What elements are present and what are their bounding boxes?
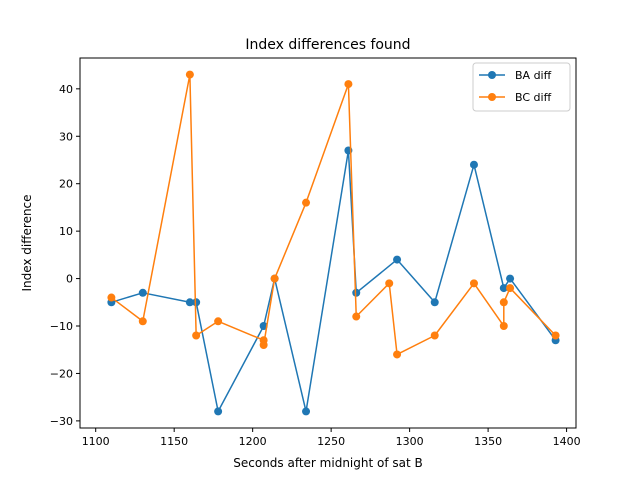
- chart-title: Index differences found: [245, 37, 410, 53]
- y-tick-label: 30: [59, 130, 73, 143]
- data-point: [214, 317, 223, 326]
- data-point: [192, 331, 201, 340]
- data-point: [506, 274, 515, 283]
- legend-item: BC diff: [479, 91, 552, 104]
- data-point: [107, 293, 116, 302]
- data-point: [393, 255, 402, 264]
- data-point: [259, 322, 268, 331]
- plot-area: [107, 70, 560, 416]
- plot-frame: [79, 57, 577, 429]
- series-line: [110, 73, 557, 356]
- x-tick-label: 1100: [82, 435, 110, 448]
- y-axis-label: Index difference: [20, 194, 34, 291]
- x-tick-label: 1300: [396, 435, 424, 448]
- data-point: [138, 317, 147, 326]
- data-point: [499, 322, 508, 331]
- series-0: [107, 146, 560, 416]
- data-point: [344, 80, 353, 89]
- data-point: [499, 284, 508, 293]
- legend-item: BA diff: [479, 69, 552, 82]
- data-point: [214, 407, 223, 416]
- data-point: [430, 331, 439, 340]
- x-tick-label: 1150: [160, 435, 188, 448]
- series-1: [107, 70, 560, 359]
- y-tick-label: 0: [66, 273, 73, 286]
- data-point: [270, 274, 279, 283]
- data-point: [259, 340, 268, 349]
- data-point: [499, 298, 508, 307]
- data-point: [185, 298, 194, 307]
- x-axis: 1100 1150 1200 1250 1300 1350 1400: [82, 428, 581, 448]
- data-point: [430, 298, 439, 307]
- legend: BA diff BC diff: [472, 62, 571, 112]
- y-axis: −30 −20 −10 0 10 20 30 40: [50, 83, 80, 428]
- data-point: [302, 198, 311, 207]
- data-point: [302, 407, 311, 416]
- data-point: [138, 288, 147, 297]
- data-point: [385, 279, 394, 288]
- x-tick-label: 1400: [553, 435, 581, 448]
- legend-label: BA diff: [515, 69, 552, 82]
- y-tick-label: 40: [59, 83, 73, 96]
- x-tick-label: 1200: [239, 435, 267, 448]
- legend-label: BC diff: [515, 91, 552, 104]
- y-tick-label: 20: [59, 178, 73, 191]
- legend-marker: [488, 71, 496, 79]
- x-axis-label: Seconds after midnight of sat B: [233, 456, 423, 470]
- series-line: [111, 149, 557, 413]
- data-point: [192, 298, 201, 307]
- data-point: [469, 279, 478, 288]
- y-tick-label: −30: [50, 415, 73, 428]
- data-point: [352, 312, 361, 321]
- y-tick-label: −20: [50, 367, 73, 380]
- legend-marker: [488, 93, 496, 101]
- y-tick-label: 10: [59, 225, 73, 238]
- data-point: [185, 70, 194, 79]
- data-point: [352, 288, 361, 297]
- data-point: [506, 284, 515, 293]
- data-point: [393, 350, 402, 359]
- x-tick-label: 1350: [474, 435, 502, 448]
- y-tick-label: −10: [50, 320, 73, 333]
- x-tick-label: 1250: [317, 435, 345, 448]
- data-point: [469, 160, 478, 169]
- data-point: [551, 331, 560, 340]
